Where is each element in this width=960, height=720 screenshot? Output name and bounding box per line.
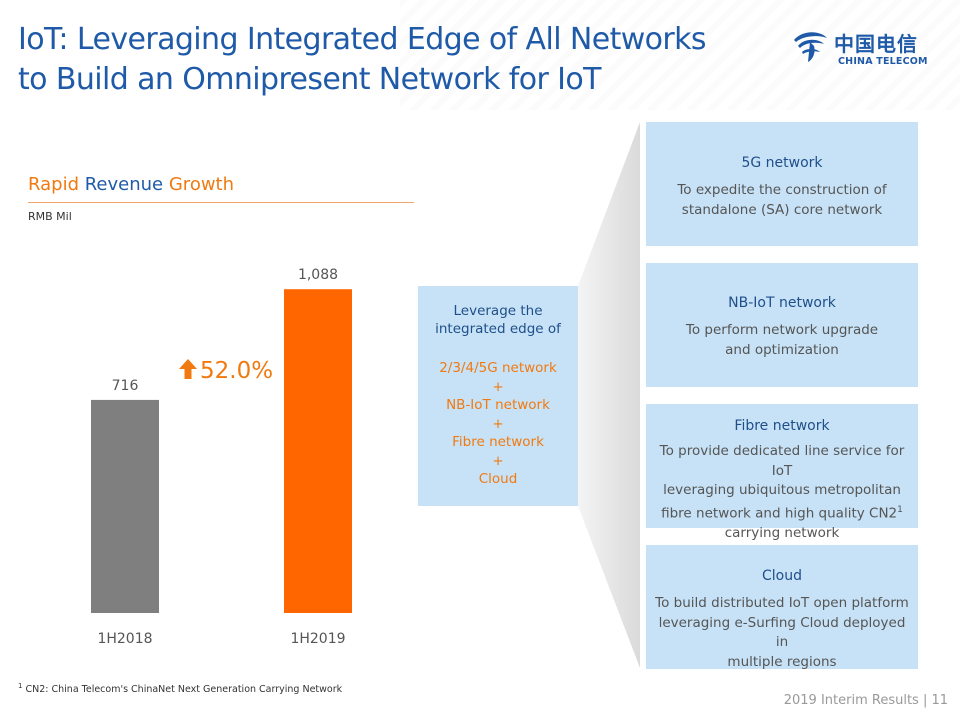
footnote-marker: 1 (18, 682, 23, 690)
logo-english-text: CHINA TELECOM (838, 56, 928, 67)
title-line-1: IoT: Leveraging Integrated Edge of All N… (18, 22, 707, 57)
card-description: To build distributed IoT open platform l… (646, 594, 918, 672)
plus-separator: + (492, 452, 504, 469)
footer-page-info: 2019 Interim Results | 11 (783, 693, 948, 708)
network-list: 2/3/4/5G network + NB-IoT network + Fibr… (418, 359, 578, 489)
title-line-2: to Build an Omnipresent Network for IoT (18, 62, 602, 97)
growth-indicator: 52.0% (178, 358, 273, 384)
network-item: Cloud (478, 471, 518, 487)
plus-separator: + (492, 378, 504, 395)
card-title: 5G network (741, 155, 823, 171)
chart-title-word-3: Growth (168, 174, 235, 195)
card-title: NB-IoT network (728, 295, 836, 311)
card-desc-line: To expedite the construction of (677, 182, 887, 198)
page-title: IoT: Leveraging Integrated Edge of All N… (18, 20, 758, 100)
bar-1H2018 (91, 399, 159, 613)
arrow-up-icon (179, 359, 197, 379)
footnote-marker: 1 (897, 504, 903, 515)
card-nb-iot-network: NB-IoT network To perform network upgrad… (646, 263, 918, 387)
chart-title-word-1: Rapid (28, 174, 79, 195)
card-description: To perform network upgrade and optimizat… (646, 321, 918, 360)
card-desc-line: carrying network (724, 524, 840, 541)
china-telecom-logo: 中国电信 CHINA TELECOM (790, 26, 940, 76)
card-description: To expedite the construction of standalo… (646, 181, 918, 220)
heading-line-2: integrated edge of (435, 321, 561, 337)
card-5g-network: 5G network To expedite the construction … (646, 122, 918, 246)
card-desc-line: leveraging e-Surfing Cloud deployed in (658, 614, 906, 651)
chart-title: Rapid Revenue Growth (28, 174, 234, 195)
network-item: NB-IoT network (446, 397, 550, 413)
network-item: 2/3/4/5G network (439, 360, 557, 376)
footnote-text: CN2: China Telecom's ChinaNet Next Gener… (25, 684, 343, 696)
card-title: Cloud (762, 568, 802, 584)
heading-line-1: Leverage the (453, 303, 543, 319)
card-description: To provide dedicated line service for Io… (646, 442, 918, 543)
integrated-edge-box: Leverage the integrated edge of 2/3/4/5G… (418, 286, 578, 506)
card-desc-line: standalone (SA) core network (681, 201, 883, 218)
bar-1H2019 (284, 289, 352, 613)
growth-value: 52.0% (200, 358, 274, 384)
x-tick-label: 1H2019 (290, 631, 345, 647)
header-watermark (400, 0, 960, 110)
network-item: Fibre network (452, 434, 544, 450)
card-desc-line: To provide dedicated line service for Io… (659, 443, 905, 479)
card-desc-line: To build distributed IoT open platform (655, 595, 909, 611)
card-desc-text: fibre network and high quality CN2 (661, 505, 898, 521)
card-desc-line: To perform network upgrade (685, 322, 879, 338)
chart-title-divider (28, 202, 414, 203)
plus-separator: + (492, 415, 504, 432)
chart-title-word-2: Revenue (84, 174, 164, 195)
x-tick-label: 1H2018 (97, 631, 152, 647)
chart-unit-label: RMB Mil (28, 210, 72, 223)
card-title: Fibre network (734, 418, 830, 434)
logo-chinese-text: 中国电信 (834, 32, 918, 56)
bar-value-label: 716 (112, 378, 139, 394)
china-telecom-logo-icon (794, 32, 827, 62)
footnote: 1 CN2: China Telecom's ChinaNet Next Gen… (18, 682, 342, 695)
card-desc-line: fibre network and high quality CN21 (652, 501, 912, 524)
card-cloud: Cloud To build distributed IoT open plat… (646, 545, 918, 672)
bar-value-label: 1,088 (298, 267, 338, 283)
card-desc-line: and optimization (725, 341, 839, 358)
integrated-edge-heading: Leverage the integrated edge of (418, 302, 578, 338)
card-desc-line: multiple regions (727, 653, 837, 670)
card-desc-line: leveraging ubiquitous metropolitan (663, 482, 901, 498)
card-fibre-network: Fibre network To provide dedicated line … (646, 404, 918, 541)
